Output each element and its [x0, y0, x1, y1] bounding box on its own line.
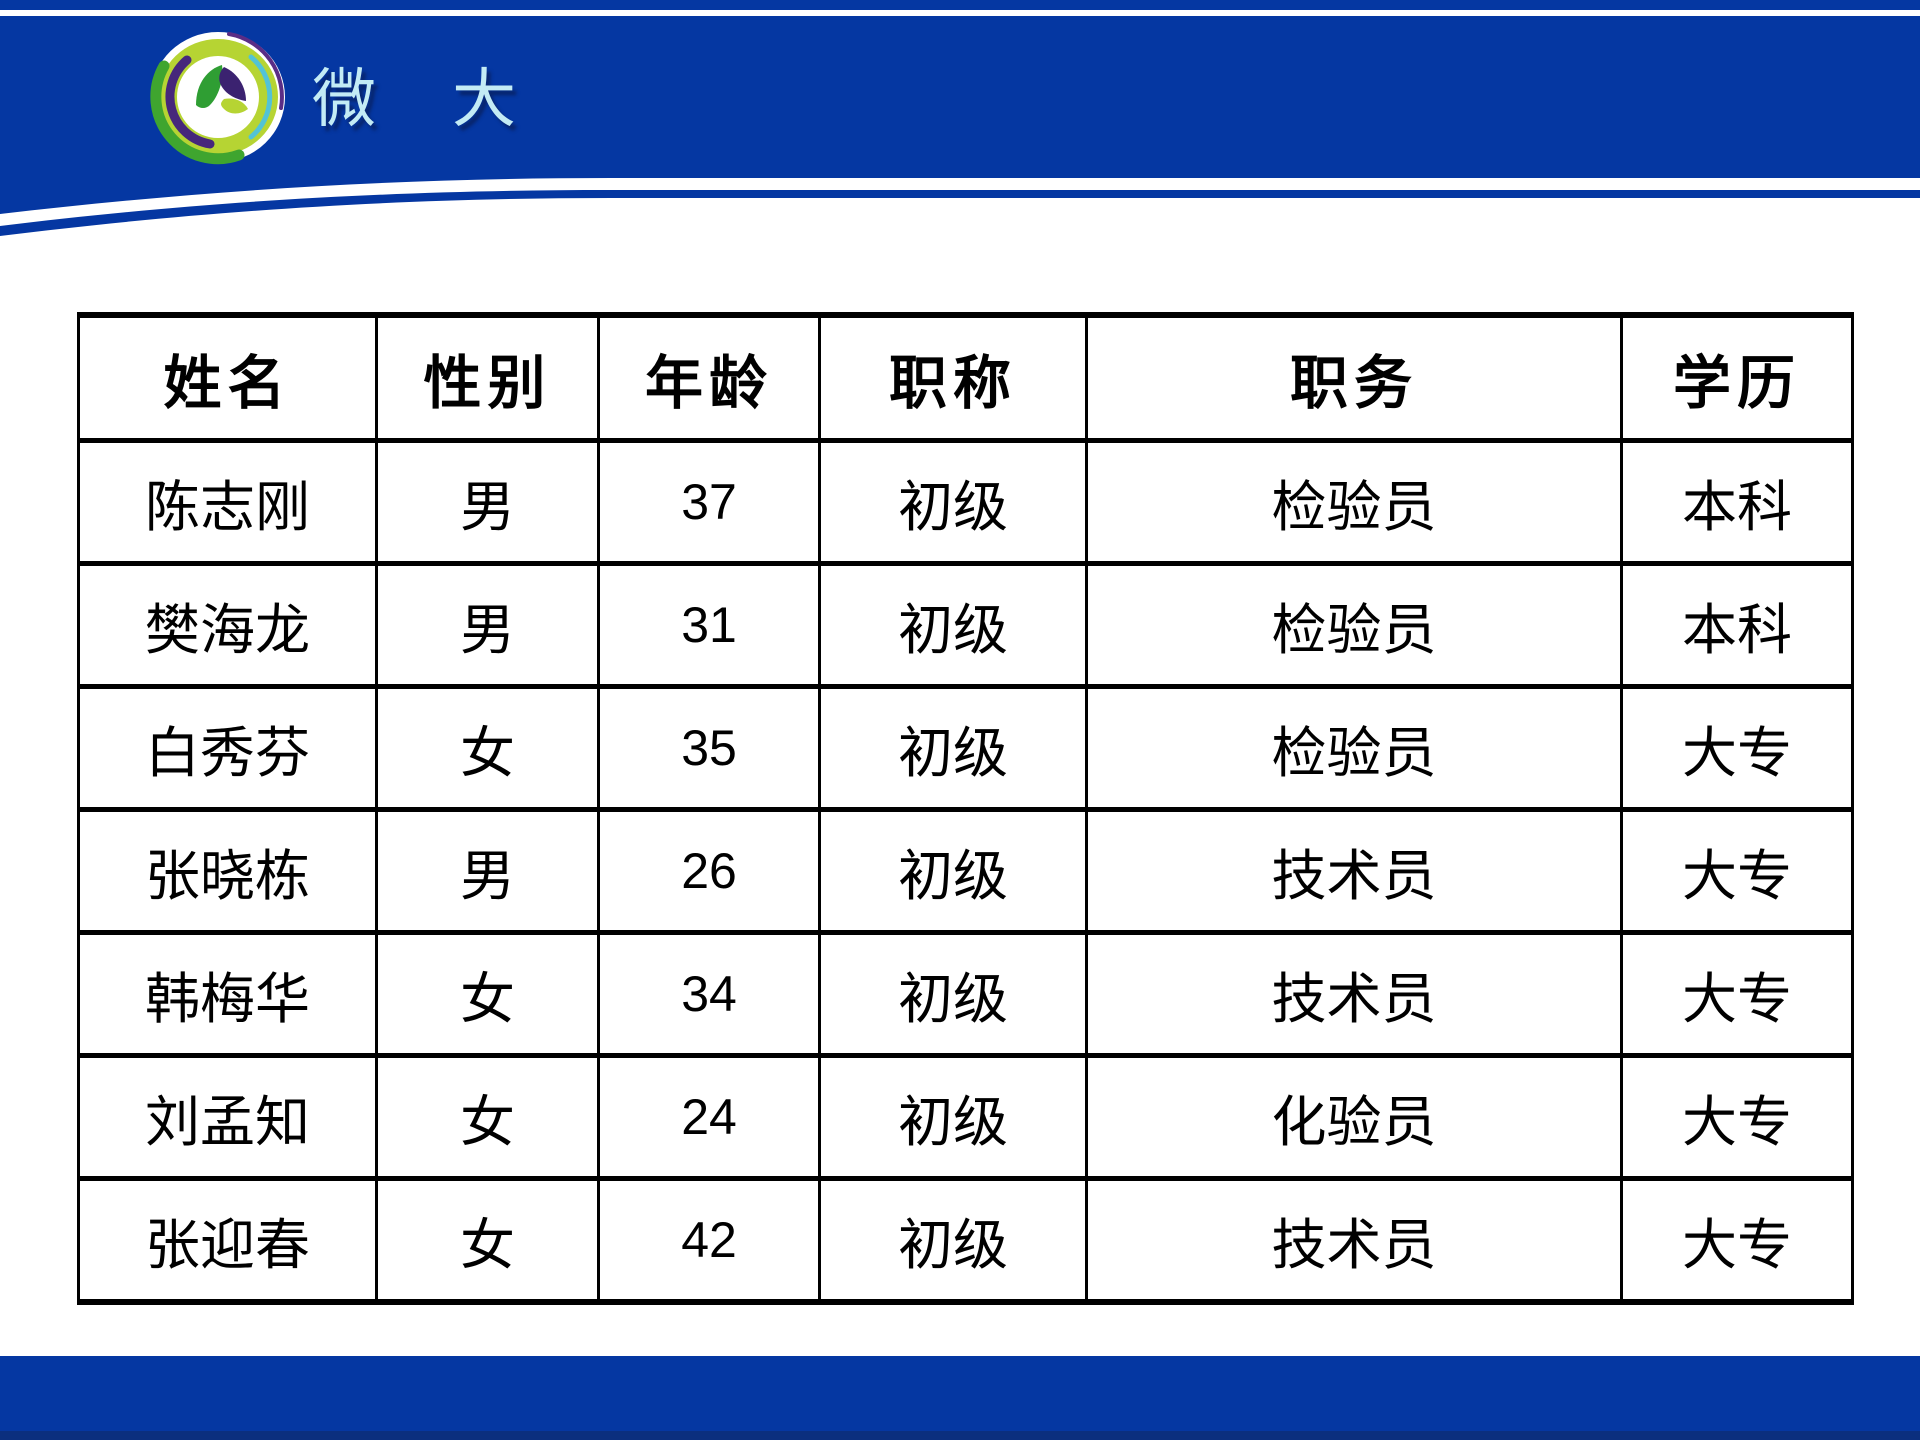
table-cell: 男	[375, 438, 600, 566]
personnel-table: 姓名 性别 年龄 职称 职务 学历 陈志刚男 37 初级 检验员 本科 樊海龙男 31 初级 检验员 本科白…	[77, 312, 1854, 1305]
table-cell: 初级	[818, 930, 1088, 1058]
logo-core	[177, 56, 259, 138]
table-cell: 初级	[818, 438, 1088, 566]
table-row: 陈志刚男 37 初级 检验员 本科	[77, 438, 1854, 566]
table-cell: 技术员	[1085, 807, 1623, 935]
table-cell: 24	[597, 1053, 821, 1181]
logo-purple-swirl	[227, 32, 284, 110]
table-row: 张晓栋男 26 初级 技术员 大专	[77, 807, 1854, 935]
footer-band	[0, 1356, 1920, 1440]
table-cell: 26	[597, 807, 821, 935]
column-header: 职务	[1085, 312, 1623, 443]
table-cell: 陈志刚	[77, 438, 378, 566]
table-cell: 检验员	[1085, 684, 1623, 812]
table-cell: 大专	[1620, 807, 1854, 935]
table-cell: 张晓栋	[77, 807, 378, 935]
table-cell: 本科	[1620, 561, 1854, 689]
table-cell: 技术员	[1085, 930, 1623, 1058]
table-cell: 男	[375, 561, 600, 689]
table-cell: 大专	[1620, 930, 1854, 1058]
table-cell: 检验员	[1085, 561, 1623, 689]
column-header: 学历	[1620, 312, 1854, 443]
table-cell: 男	[375, 807, 600, 935]
table-cell: 化验员	[1085, 1053, 1623, 1181]
column-header: 年龄	[597, 312, 821, 443]
table-cell: 女	[375, 1053, 600, 1181]
column-header: 性别	[375, 312, 600, 443]
logo-leaf-green	[196, 65, 223, 108]
table-cell: 刘孟知	[77, 1053, 378, 1181]
table-cell: 大专	[1620, 1176, 1854, 1305]
table-cell: 张迎春	[77, 1176, 378, 1305]
table-row: 樊海龙男 31 初级 检验员 本科	[77, 561, 1854, 689]
table-cell: 本科	[1620, 438, 1854, 566]
company-logo-icon	[150, 32, 285, 165]
table-cell: 初级	[818, 1176, 1088, 1305]
header-band	[0, 16, 1920, 214]
table-cell: 大专	[1620, 1053, 1854, 1181]
column-header: 姓名	[77, 312, 378, 443]
table-cell: 初级	[818, 807, 1088, 935]
logo-leaf-purple	[219, 67, 246, 101]
table-cell: 大专	[1620, 684, 1854, 812]
table-cell: 检验员	[1085, 438, 1623, 566]
brand-text: 微 大	[312, 64, 546, 135]
column-header: 职称	[818, 312, 1088, 443]
logo-teal-arc	[248, 54, 273, 140]
table-cell: 女	[375, 930, 600, 1058]
table-cell: 35	[597, 684, 821, 812]
table-row: 韩梅华女 34 初级 技术员 大专	[77, 930, 1854, 1058]
table-cell: 女	[375, 684, 600, 812]
header-banner	[0, 0, 1920, 236]
table-cell: 技术员	[1085, 1176, 1623, 1305]
logo-leaf-chartreuse	[221, 98, 248, 114]
table-cell: 34	[597, 930, 821, 1058]
header-top-strip	[0, 0, 1920, 10]
header-swoosh-sliver	[0, 190, 1920, 236]
table-cell: 初级	[818, 1053, 1088, 1181]
table-row: 刘孟知女 24 初级 化验员 大专	[77, 1053, 1854, 1181]
table-cell: 樊海龙	[77, 561, 378, 689]
table-header-row: 姓名 性别 年龄 职称 职务 学历	[77, 312, 1854, 443]
logo-green-arc	[150, 60, 245, 165]
table-cell: 42	[597, 1176, 821, 1305]
table-cell: 初级	[818, 561, 1088, 689]
table-cell: 韩梅华	[77, 930, 378, 1058]
table-cell: 31	[597, 561, 821, 689]
logo-purple-arc	[165, 55, 215, 149]
table-cell: 白秀芬	[77, 684, 378, 812]
table-row: 张迎春女 42 初级 技术员 大专	[77, 1176, 1854, 1305]
table-cell: 37	[597, 438, 821, 566]
table-cell: 女	[375, 1176, 600, 1305]
table-cell: 初级	[818, 684, 1088, 812]
table-wrap: 姓名 性别 年龄 职称 职务 学历 陈志刚男 37 初级 检验员 本科 樊海龙男 31 初级 检验员 本科白…	[77, 312, 1854, 1305]
table-row: 白秀芬女 35 初级 检验员 大专	[77, 684, 1854, 812]
